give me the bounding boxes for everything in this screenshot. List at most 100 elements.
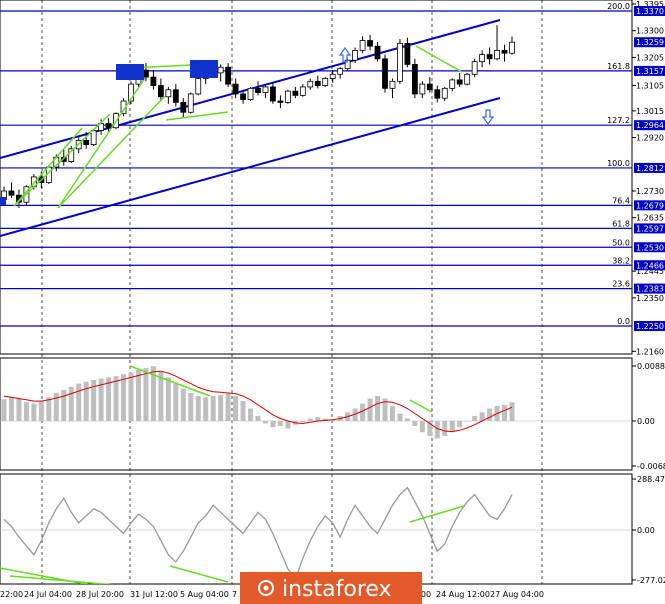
candle-body [411,64,418,95]
candle-body [382,58,388,89]
price-label: 1.2250 [636,322,664,331]
macd-bar [367,398,373,421]
cci-tick-label: -277.0273 [637,576,665,585]
price-label-box [634,321,665,331]
macd-bar [315,417,321,421]
candle-body [471,61,478,75]
macd-bar [8,397,14,421]
price-label-box [634,283,665,294]
channel-lower-line [0,97,501,237]
x-tick-label: 5 Aug 04:00 [180,590,229,599]
candle-body [486,54,493,60]
macd-bar [203,397,209,421]
main-panel [0,0,633,355]
macd-bar [300,421,306,423]
cci-tick-label: 0.00 [637,526,655,535]
candle-body [479,54,486,63]
macd-bar [404,418,410,421]
macd-bar [449,421,455,433]
fib-percent-label: 61.8 [612,219,630,228]
cci-divergence-line [409,505,465,523]
macd-bar [165,377,171,421]
candle-body [389,80,396,89]
cci-divergence-line [169,565,229,583]
macd-bar [210,396,216,421]
price-label: 1.3259 [636,38,664,47]
x-tick-label: 24 Jul 04:00 [24,590,72,599]
price-label: 1.3157 [636,67,664,76]
pattern-line [13,113,111,207]
fib-percent-label: 0.0 [617,317,630,326]
macd-bar [128,372,134,421]
candlesticks [1,25,515,208]
macd-bar [382,398,388,421]
candle-body [322,78,329,86]
price-label: 1.2530 [636,243,664,252]
cci-axis: 288.4729 0.00 -277.0273 [632,475,665,585]
candle-body [187,93,194,113]
macd-bar [472,416,478,421]
y-tick-label: 1.2920 [636,134,664,143]
candle-body [314,80,321,86]
instaforex-logo: instaforex [240,572,422,604]
fib-percent-label: 161.8 [607,62,630,71]
pattern-line [13,127,83,207]
candle-body [105,123,112,129]
candle-body [352,49,359,61]
cci-tick-label: 288.4729 [637,475,665,484]
macd-bar [464,421,470,422]
candle-body [337,68,344,75]
macd-bar [322,418,328,421]
macd-bar [38,401,44,421]
y-tick-label: 1.3395 [636,0,664,9]
macd-bar [106,377,112,421]
watermark-text: instaforex [282,577,392,602]
marker-box [0,197,6,205]
cci-plot [0,486,632,584]
up-arrow-icon [338,46,352,63]
y-tick-label: 1.2635 [636,214,664,223]
candle-body [83,139,90,145]
fib-labels: 200.0 161.8 127.2 100.0 76.4 61.8 50.0 38.2 23.6… [607,2,630,326]
candle-body [397,42,403,82]
macd-bar [262,421,268,424]
candle-body [456,79,463,85]
candle-body [494,49,500,60]
candle-body [172,89,179,103]
candle-body [128,83,134,102]
y-tick-label: 1.3205 [636,53,664,62]
x-tick-label: 24 Aug 12:00 [436,590,490,599]
macd-bar [158,371,164,421]
candle-body [68,148,75,162]
macd-bar [1,399,7,421]
candle-body [307,80,314,88]
price-label-box [634,37,665,48]
macd-bar [375,396,381,421]
macd-bar [135,369,141,421]
candle-body [270,86,276,102]
macd-bar [91,379,97,421]
macd-bar [76,383,82,421]
candle-body [359,40,366,51]
y-tick-label: 1.3015 [636,107,664,116]
macd-bar [240,401,246,421]
x-tick-label: 27 Aug 04:00 [490,590,544,599]
cci-divergence-lines [0,505,465,584]
y-tick-label: 1.2350 [636,294,664,303]
macd-bar [46,397,52,421]
y-tick-label: 1.3105 [636,82,664,91]
candle-body [60,156,67,162]
price-label: 1.2679 [636,201,664,210]
macd-bar [188,392,194,421]
macd-bar [509,402,515,421]
candle-body [464,73,471,85]
fib-percent-label: 38.2 [612,256,630,265]
candle-body [90,130,97,145]
macd-bar [180,388,186,421]
price-label: 1.2812 [636,164,664,173]
macd-bar [442,421,448,436]
macd-bar [307,418,313,421]
candle-body [501,49,508,54]
fib-percent-label: 50.0 [612,238,630,247]
macd-bar [352,408,358,421]
